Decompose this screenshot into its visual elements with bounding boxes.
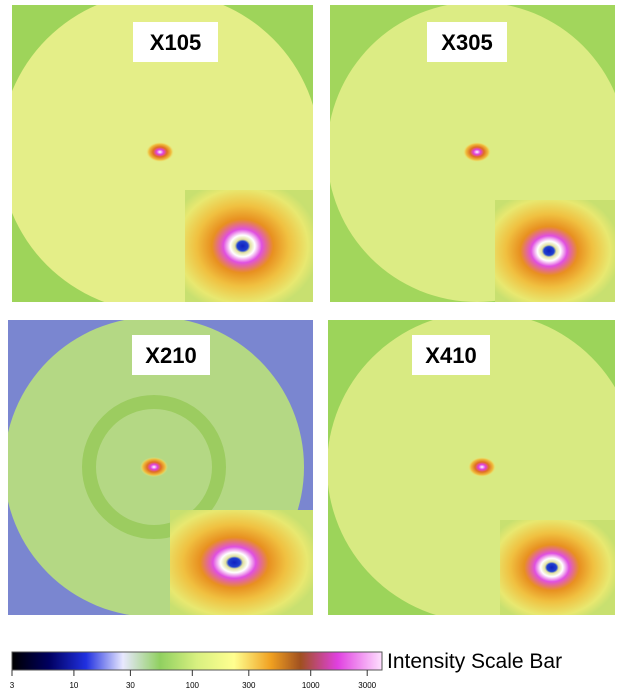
tick-label: 100	[186, 681, 200, 690]
tick-label: 3	[10, 681, 15, 690]
panels: X105 X305 X210 X410	[0, 0, 621, 622]
color-bar	[12, 652, 382, 670]
panel-label: X305	[441, 30, 492, 55]
panel-label: X105	[150, 30, 201, 55]
image-panel: X105	[0, 0, 320, 312]
image-panel: X410	[327, 312, 621, 622]
inset-zoom	[170, 510, 313, 615]
tick-label: 300	[242, 681, 256, 690]
image-panel: X210	[4, 317, 313, 617]
tick-label: 3000	[358, 681, 376, 690]
tick-label: 10	[69, 681, 78, 690]
scale-bar: Intensity Scale Bar 3 10 30 100 300 1000 3000	[10, 650, 562, 690]
inset-zoom	[185, 190, 313, 302]
beam-spot	[468, 457, 496, 477]
inset-zoom	[500, 520, 615, 615]
panel-label: X210	[145, 343, 196, 368]
beam-spot	[140, 457, 168, 477]
tick-label: 30	[126, 681, 135, 690]
tick-label: 1000	[302, 681, 320, 690]
panel-label: X410	[425, 343, 476, 368]
beam-spot	[463, 142, 491, 162]
figure: X105 X305 X210 X410 Intensity Scale Bar 3 10…	[0, 0, 621, 693]
beam-spot	[146, 142, 174, 162]
scale-bar-title: Intensity Scale Bar	[387, 650, 562, 673]
image-panel: X305	[327, 2, 621, 302]
inset-zoom	[495, 200, 615, 302]
